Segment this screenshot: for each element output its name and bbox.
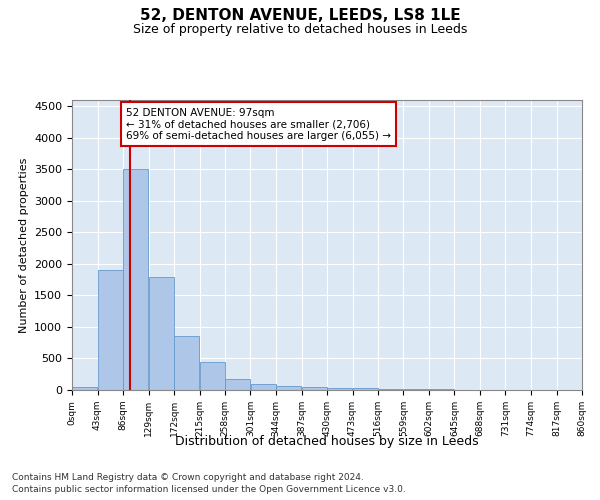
Bar: [276, 386, 301, 390]
Text: Distribution of detached houses by size in Leeds: Distribution of detached houses by size …: [175, 435, 479, 448]
Text: Contains HM Land Registry data © Crown copyright and database right 2024.: Contains HM Land Registry data © Crown c…: [12, 472, 364, 482]
Bar: [302, 387, 327, 390]
Bar: [378, 389, 403, 390]
Text: Size of property relative to detached houses in Leeds: Size of property relative to detached ho…: [133, 22, 467, 36]
Bar: [149, 276, 174, 390]
Bar: [225, 379, 250, 390]
Bar: [123, 170, 148, 390]
Bar: [327, 388, 352, 390]
Bar: [72, 387, 97, 390]
Y-axis label: Number of detached properties: Number of detached properties: [19, 158, 29, 332]
Text: 52 DENTON AVENUE: 97sqm
← 31% of detached houses are smaller (2,706)
69% of semi: 52 DENTON AVENUE: 97sqm ← 31% of detache…: [126, 108, 391, 141]
Bar: [353, 388, 378, 390]
Bar: [98, 270, 123, 390]
Bar: [174, 336, 199, 390]
Text: Contains public sector information licensed under the Open Government Licence v3: Contains public sector information licen…: [12, 485, 406, 494]
Bar: [200, 362, 225, 390]
Text: 52, DENTON AVENUE, LEEDS, LS8 1LE: 52, DENTON AVENUE, LEEDS, LS8 1LE: [140, 8, 460, 22]
Bar: [251, 384, 276, 390]
